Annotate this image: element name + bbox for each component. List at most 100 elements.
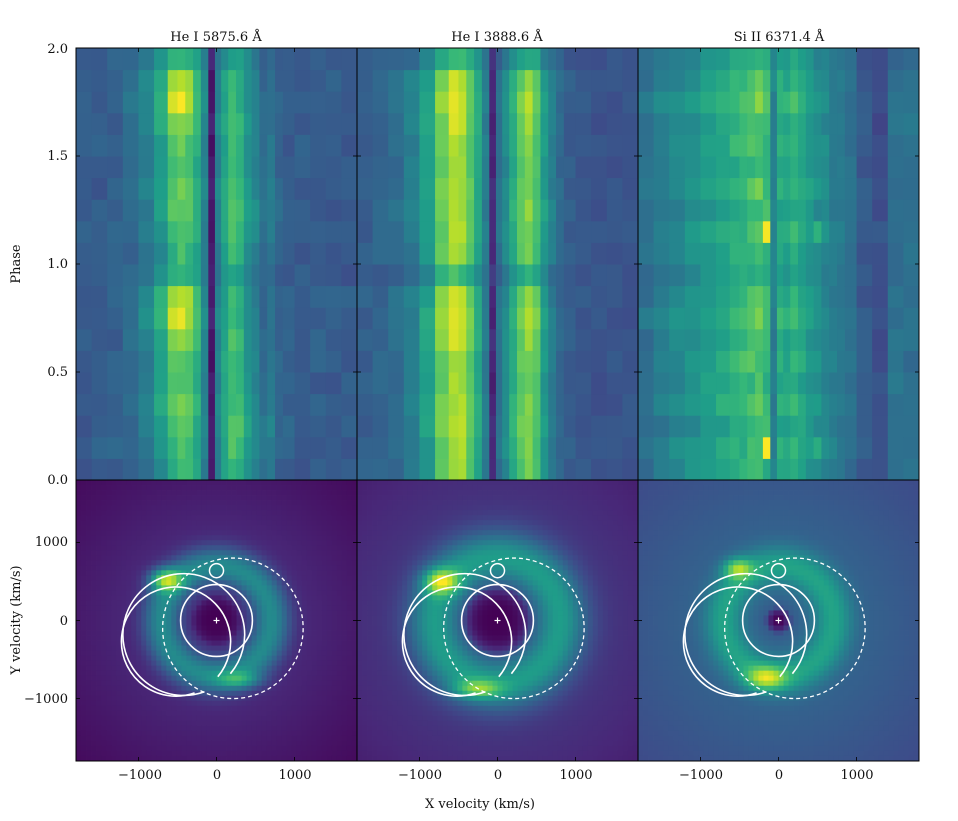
tomogram-cell [392, 480, 398, 486]
spectrum-cell [887, 48, 904, 71]
spectrum-cell [790, 372, 799, 395]
spectrum-cell [91, 91, 108, 114]
tomogram-cell [311, 545, 318, 551]
tomogram-cell [86, 635, 92, 641]
tomogram-cell [211, 495, 217, 501]
tomogram-cell [196, 755, 202, 761]
tomogram-cell [266, 555, 273, 561]
tomogram-cell [241, 500, 248, 506]
tomogram-cell [331, 570, 338, 576]
tomogram-cell [176, 585, 182, 591]
tomogram-cell [146, 480, 152, 486]
spectrum-cell [243, 415, 253, 438]
tomogram-cell [146, 590, 152, 596]
tomogram-cell [306, 690, 313, 697]
tomogram-cell [231, 685, 237, 692]
tomogram-cell [126, 500, 132, 506]
tomogram-cell [306, 495, 313, 501]
tomogram-cell [246, 530, 253, 536]
tomogram-cell [241, 710, 248, 717]
spectrum-cell [517, 328, 526, 351]
tomogram-cell [281, 685, 288, 692]
spectrum-cell [208, 436, 216, 459]
tomogram-cell [86, 745, 92, 752]
tomogram-cell [346, 740, 353, 747]
spectrum-cell [221, 458, 229, 481]
spectrum-cell [107, 177, 124, 200]
tomogram-cell [76, 530, 82, 536]
spectrum-cell [591, 415, 608, 438]
tomogram-cell [306, 730, 313, 737]
spectrum-cell [856, 372, 873, 395]
spectrum-cell [177, 242, 186, 265]
spectrum-cell [524, 393, 534, 416]
tomogram-cell [206, 530, 212, 536]
tomogram-cell [76, 740, 82, 747]
tomogram-cell [351, 585, 357, 591]
tomogram-cell [241, 525, 248, 531]
spectrum-cell [357, 307, 374, 330]
spectrum-cell [524, 264, 534, 287]
tomogram-cell [261, 525, 268, 531]
spectrum-cell [524, 436, 534, 459]
spectrum-cell [755, 177, 764, 200]
tomogram-cell [326, 715, 333, 722]
tomogram-cell [331, 500, 338, 506]
tomogram-cell [111, 635, 117, 641]
tomogram-cell [166, 525, 172, 531]
tomogram-cell [76, 560, 82, 566]
tomogram-cell [141, 530, 147, 536]
tomogram-cell [326, 585, 333, 591]
tomogram-cell [336, 690, 343, 697]
tomogram-cell [161, 745, 167, 752]
tomogram-cell [246, 640, 253, 646]
tomogram-cell [447, 490, 453, 496]
tomogram-cell [261, 725, 268, 732]
tomogram-cell [106, 665, 112, 672]
spectrum-cell [200, 156, 209, 179]
tomogram-cell [156, 715, 162, 722]
tomogram-cell [231, 485, 237, 491]
tomogram-cell [86, 640, 92, 646]
tomogram-cell [321, 665, 328, 672]
tomogram-cell [191, 685, 197, 692]
spectrum-cell [776, 199, 784, 222]
tomogram-cell [326, 745, 333, 752]
spectrum-cell [540, 350, 549, 373]
spectrum-cell [107, 264, 124, 287]
spectrum-cell [251, 307, 260, 330]
tomogram-cell [166, 735, 172, 742]
spectrum-cell [684, 156, 701, 179]
tomogram-cell [191, 640, 197, 646]
tomogram-cell [286, 630, 293, 636]
tomogram-cell [346, 640, 353, 646]
tomogram-cell [336, 750, 343, 757]
spectrum-cell [435, 69, 450, 92]
spectrum-cell [167, 112, 178, 135]
tomogram-cell [291, 635, 298, 641]
spectrum-cell [91, 112, 108, 135]
spectrum-cell [251, 134, 260, 157]
tomogram-cell [281, 665, 288, 672]
tomogram-cell [351, 660, 357, 667]
tomogram-cell [176, 620, 182, 626]
tomogram-cell [211, 545, 217, 551]
tomogram-cell [417, 500, 423, 506]
tomogram-cell [146, 530, 152, 536]
tomogram-cell [296, 625, 303, 631]
tomogram-cell [622, 500, 629, 506]
tomogram-cell [341, 645, 348, 652]
spectrum-cell [739, 328, 748, 351]
spectrum-cell [357, 350, 374, 373]
spectrum-cell [622, 220, 639, 243]
tomogram-cell [487, 480, 493, 486]
spectrum-cell [653, 48, 670, 71]
spectrum-cell [770, 156, 778, 179]
tomogram-cell [91, 545, 97, 551]
spectrum-cell [435, 220, 450, 243]
tomogram-cell [562, 495, 569, 501]
spectrum-cell [716, 134, 731, 157]
tomogram-cell [171, 720, 177, 727]
tomogram-cell [186, 550, 192, 556]
tomogram-cell [241, 550, 248, 556]
